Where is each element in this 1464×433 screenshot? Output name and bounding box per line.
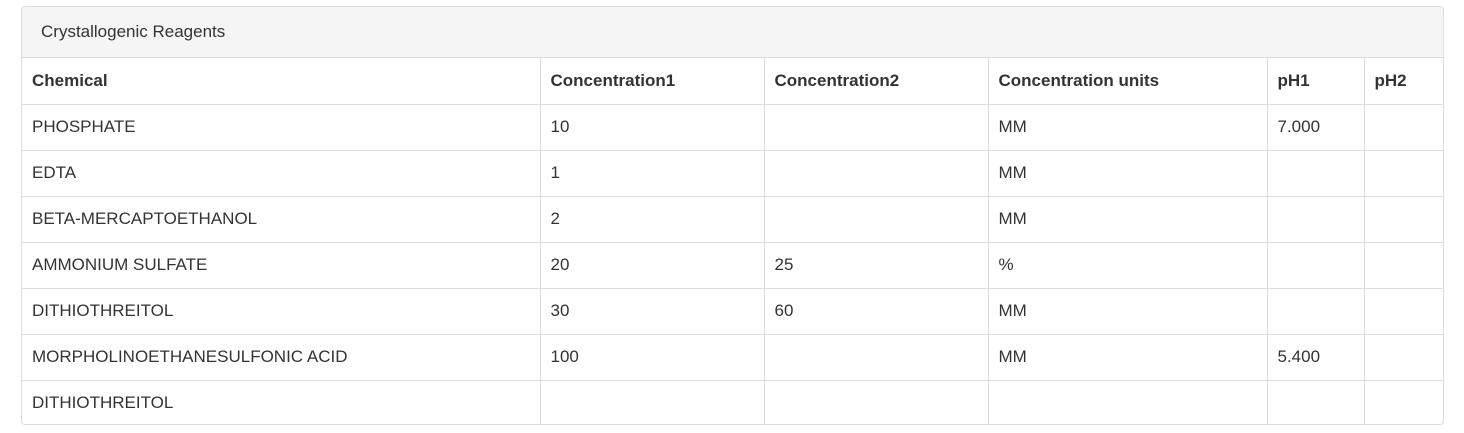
table-row: MORPHOLINOETHANESULFONIC ACID 100 MM 5.4… <box>22 333 1443 380</box>
cell-chemical: MORPHOLINOETHANESULFONIC ACID <box>22 333 540 380</box>
cell-ph2 <box>1363 149 1443 196</box>
cell-concentration1 <box>539 379 764 424</box>
cell-ph2 <box>1363 195 1443 242</box>
cell-chemical: EDTA <box>22 149 540 196</box>
cell-chemical: BETA-MERCAPTOETHANOL <box>22 195 540 242</box>
cell-concentration2 <box>763 104 988 150</box>
header-chemical: Chemical <box>22 58 540 105</box>
cell-ph2 <box>1363 104 1443 150</box>
cell-units: MM <box>987 195 1267 242</box>
table-row: PHOSPHATE 10 MM 7.000 <box>22 104 1443 150</box>
table-row: BETA-MERCAPTOETHANOL 2 MM <box>22 195 1443 242</box>
cell-concentration2 <box>763 149 988 196</box>
cell-concentration1: 30 <box>539 287 764 334</box>
cell-concentration2 <box>763 379 988 424</box>
cell-concentration2 <box>763 333 988 380</box>
cell-chemical: DITHIOTHREITOL <box>22 379 540 424</box>
cell-chemical: AMMONIUM SULFATE <box>22 241 540 288</box>
cell-ph2 <box>1363 241 1443 288</box>
reagents-table: Chemical Concentration1 Concentration2 C… <box>22 58 1443 424</box>
cell-ph1 <box>1266 287 1364 334</box>
cell-ph1 <box>1266 241 1364 288</box>
panel-title: Crystallogenic Reagents <box>22 7 1443 58</box>
cell-chemical: PHOSPHATE <box>32 117 136 136</box>
header-ph1: pH1 <box>1266 58 1364 105</box>
cell-concentration2: 60 <box>763 287 988 334</box>
cell-units: MM <box>987 149 1267 196</box>
cell-concentration2 <box>763 195 988 242</box>
cell-ph1 <box>1266 195 1364 242</box>
header-ph2: pH2 <box>1363 58 1443 105</box>
header-concentration-units: Concentration units <box>987 58 1267 105</box>
cell-concentration1: 2 <box>539 195 764 242</box>
cell-units <box>987 379 1267 424</box>
cell-concentration1: 100 <box>539 333 764 380</box>
cell-ph1 <box>1266 379 1364 424</box>
cell-concentration2: 25 <box>763 241 988 288</box>
table-row: DITHIOTHREITOL 30 60 MM <box>22 287 1443 334</box>
cell-units: MM <box>987 287 1267 334</box>
header-concentration2: Concentration2 <box>763 58 988 105</box>
cell-units: MM <box>987 333 1267 380</box>
table-row: DITHIOTHREITOL <box>22 379 1443 424</box>
cell-concentration1: 10 <box>539 104 764 150</box>
cell-ph2 <box>1363 287 1443 334</box>
table-row: AMMONIUM SULFATE 20 25 % <box>22 241 1443 288</box>
cell-ph1: 7.000 <box>1266 104 1364 150</box>
cell-ph1: 5.400 <box>1266 333 1364 380</box>
cell-ph1 <box>1266 149 1364 196</box>
table-row: EDTA 1 MM <box>22 149 1443 196</box>
table-header-row: Chemical Concentration1 Concentration2 C… <box>22 58 1443 105</box>
cell-units: MM <box>987 104 1267 150</box>
cell-concentration1: 1 <box>539 149 764 196</box>
cell-units: % <box>987 241 1267 288</box>
cell-concentration1: 20 <box>539 241 764 288</box>
reagents-panel: Crystallogenic Reagents Chemical Concent… <box>21 6 1444 425</box>
cell-ph2 <box>1363 379 1443 424</box>
cell-ph2 <box>1363 333 1443 380</box>
header-concentration1: Concentration1 <box>539 58 764 105</box>
cell-chemical: DITHIOTHREITOL <box>22 287 540 334</box>
